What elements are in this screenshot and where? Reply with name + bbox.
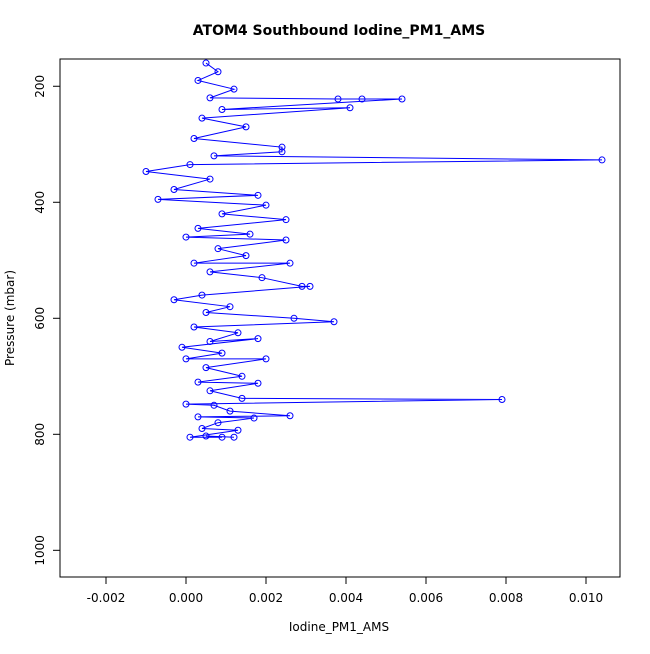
y-tick-label: 1000 xyxy=(33,535,47,566)
data-point xyxy=(154,195,162,203)
data-point xyxy=(254,379,262,387)
data-point xyxy=(278,148,286,156)
data-point xyxy=(286,259,294,267)
data-point xyxy=(262,201,270,209)
data-point xyxy=(214,419,222,427)
data-point xyxy=(218,433,226,441)
data-point xyxy=(230,85,238,93)
data-point xyxy=(190,259,198,267)
data-point xyxy=(238,394,246,402)
data-point xyxy=(330,318,338,326)
data-point xyxy=(186,433,194,441)
data-point xyxy=(346,104,354,112)
data-point xyxy=(286,412,294,420)
data-point xyxy=(182,400,190,408)
data-point xyxy=(198,425,206,433)
data-point xyxy=(178,343,186,351)
data-point xyxy=(198,114,206,122)
x-tick-label: 0.006 xyxy=(409,591,443,605)
data-point xyxy=(306,282,314,290)
data-point xyxy=(358,95,366,103)
data-point xyxy=(206,175,214,183)
data-point xyxy=(218,105,226,113)
data-point xyxy=(190,134,198,142)
plot-area xyxy=(142,59,606,441)
data-point xyxy=(206,268,214,276)
data-line xyxy=(145,62,603,438)
data-point xyxy=(182,233,190,241)
data-point xyxy=(170,186,178,194)
data-point xyxy=(182,355,190,363)
data-point xyxy=(142,168,150,176)
data-point xyxy=(202,59,210,67)
data-point xyxy=(282,236,290,244)
data-point xyxy=(214,68,222,76)
data-point xyxy=(298,282,306,290)
data-point xyxy=(238,372,246,380)
data-point xyxy=(334,95,342,103)
x-tick-label: 0.010 xyxy=(569,591,603,605)
data-point xyxy=(218,349,226,357)
data-point xyxy=(210,401,218,409)
data-point xyxy=(242,252,250,260)
data-point xyxy=(290,314,298,322)
data-point xyxy=(206,94,214,102)
data-point xyxy=(170,296,178,304)
y-tick-label: 400 xyxy=(33,191,47,214)
x-axis-label: Iodine_PM1_AMS xyxy=(289,620,389,634)
data-point xyxy=(246,230,254,238)
data-point xyxy=(202,432,210,440)
x-tick-label: -0.002 xyxy=(87,591,126,605)
data-point xyxy=(278,143,286,151)
data-point xyxy=(206,387,214,395)
data-point xyxy=(214,245,222,253)
data-point xyxy=(398,95,406,103)
data-point xyxy=(242,123,250,131)
y-axis-label: Pressure (mbar) xyxy=(3,270,17,366)
data-point xyxy=(194,413,202,421)
data-point xyxy=(226,407,234,415)
data-point xyxy=(198,291,206,299)
data-point xyxy=(218,210,226,218)
data-point xyxy=(254,191,262,199)
data-point xyxy=(194,378,202,386)
y-tick-label: 200 xyxy=(33,75,47,98)
data-point xyxy=(234,329,242,337)
data-point xyxy=(190,323,198,331)
data-point xyxy=(194,224,202,232)
data-point xyxy=(210,152,218,160)
data-point xyxy=(186,161,194,169)
y-tick-label: 600 xyxy=(33,307,47,330)
y-tick-label: 800 xyxy=(33,423,47,446)
x-tick-label: 0.008 xyxy=(489,591,523,605)
data-point xyxy=(262,355,270,363)
data-point xyxy=(498,395,506,403)
data-point xyxy=(254,335,262,343)
data-point xyxy=(234,426,242,434)
x-tick-label: 0.002 xyxy=(249,591,283,605)
data-point xyxy=(226,303,234,311)
data-point xyxy=(250,414,258,422)
data-point xyxy=(230,433,238,441)
data-point xyxy=(202,364,210,372)
data-point xyxy=(258,274,266,282)
chart-title: ATOM4 Southbound Iodine_PM1_AMS xyxy=(193,23,485,39)
x-tick-label: 0.004 xyxy=(329,591,363,605)
x-tick-label: 0.000 xyxy=(169,591,203,605)
data-point xyxy=(282,216,290,224)
data-point xyxy=(202,308,210,316)
data-point xyxy=(598,156,606,164)
data-point xyxy=(194,76,202,84)
data-point xyxy=(206,337,214,345)
